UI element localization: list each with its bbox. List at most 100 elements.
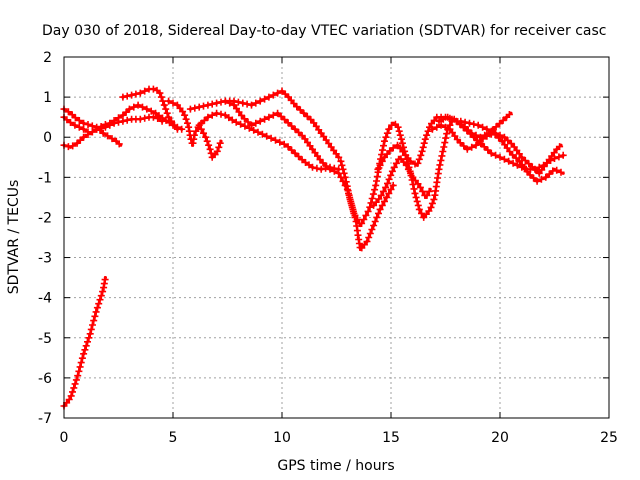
- data-point: [378, 195, 382, 199]
- data-point: [208, 147, 212, 151]
- data-point: [158, 91, 162, 95]
- data-point: [197, 105, 201, 109]
- data-point: [391, 183, 395, 187]
- data-point: [204, 135, 208, 139]
- data-point: [136, 103, 140, 107]
- data-point: [219, 139, 223, 143]
- data-point: [467, 121, 472, 125]
- axis-frame: [63, 56, 610, 419]
- data-point: [175, 103, 179, 107]
- data-point: [95, 125, 99, 129]
- data-point: [507, 159, 511, 163]
- data-point: [232, 119, 236, 123]
- data-point: [215, 151, 219, 155]
- data-point: [182, 111, 186, 115]
- x-tick-label: 5: [169, 430, 178, 446]
- data-point: [395, 123, 400, 127]
- data-point: [215, 111, 219, 115]
- data-point: [483, 135, 487, 139]
- data-point: [127, 107, 131, 111]
- data-point: [544, 175, 548, 179]
- data-point: [130, 93, 134, 97]
- data-point: [286, 95, 291, 99]
- data-point: [162, 117, 166, 121]
- data-point: [411, 175, 415, 179]
- data-point: [145, 107, 149, 111]
- data-point: [535, 179, 539, 183]
- series-pass-9: [221, 97, 397, 252]
- data-point: [193, 131, 197, 135]
- data-point: [559, 143, 563, 147]
- data-point: [293, 151, 297, 155]
- data-point: [352, 211, 356, 215]
- series-pass-3: [60, 101, 186, 151]
- x-tick-label: 0: [60, 430, 69, 446]
- data-point: [463, 127, 467, 131]
- data-point: [280, 89, 284, 93]
- data-point: [82, 135, 86, 139]
- data-point: [415, 163, 419, 167]
- data-point: [130, 117, 134, 121]
- data-point: [465, 147, 469, 151]
- data-point: [147, 87, 151, 91]
- data-point: [511, 143, 515, 147]
- data-point: [258, 99, 262, 103]
- data-point: [515, 163, 520, 167]
- data-point: [428, 123, 432, 127]
- data-point: [101, 131, 105, 135]
- series-pass-10: [337, 117, 456, 228]
- data-point: [188, 135, 192, 139]
- data-point: [500, 139, 504, 143]
- data-point: [302, 135, 306, 139]
- data-point: [476, 123, 480, 127]
- data-point: [372, 203, 376, 207]
- data-point: [114, 117, 118, 121]
- data-point: [154, 111, 158, 115]
- data-point: [167, 99, 171, 103]
- data-point: [319, 131, 323, 135]
- data-point: [75, 376, 79, 380]
- data-point: [378, 207, 382, 211]
- series-pass-11: [370, 155, 433, 209]
- y-tick-label: -1: [38, 170, 52, 186]
- data-point: [210, 155, 214, 159]
- data-point: [88, 123, 92, 127]
- plot-area: [60, 85, 567, 410]
- data-point: [526, 171, 530, 175]
- data-point: [385, 195, 389, 199]
- data-point: [215, 101, 219, 105]
- data-point: [424, 135, 428, 139]
- data-point: [428, 187, 432, 191]
- data-point: [385, 183, 389, 187]
- data-point: [502, 135, 506, 139]
- data-point: [138, 117, 142, 121]
- data-point: [337, 171, 341, 175]
- data-point: [339, 159, 343, 163]
- data-point: [88, 131, 92, 135]
- data-point: [537, 171, 541, 175]
- data-point: [302, 159, 306, 163]
- data-point: [441, 147, 445, 151]
- x-tick-label: 20: [491, 430, 509, 446]
- data-point: [417, 207, 421, 211]
- data-point: [524, 167, 528, 171]
- data-point: [249, 123, 254, 127]
- data-point: [509, 111, 513, 115]
- x-axis-label: GPS time / hours: [277, 458, 394, 474]
- data-point: [424, 195, 428, 199]
- y-tick-label: -7: [38, 411, 52, 427]
- data-point: [391, 167, 395, 171]
- data-point: [197, 123, 201, 127]
- data-point: [284, 143, 288, 147]
- data-point: [561, 153, 565, 157]
- data-point: [496, 123, 500, 127]
- data-point: [82, 127, 86, 131]
- data-point: [400, 139, 404, 143]
- series-trace: [224, 99, 395, 251]
- grid: [64, 57, 609, 418]
- data-point: [387, 127, 391, 131]
- data-point: [121, 113, 125, 117]
- series-pass-7: [195, 121, 224, 161]
- data-point: [171, 121, 175, 125]
